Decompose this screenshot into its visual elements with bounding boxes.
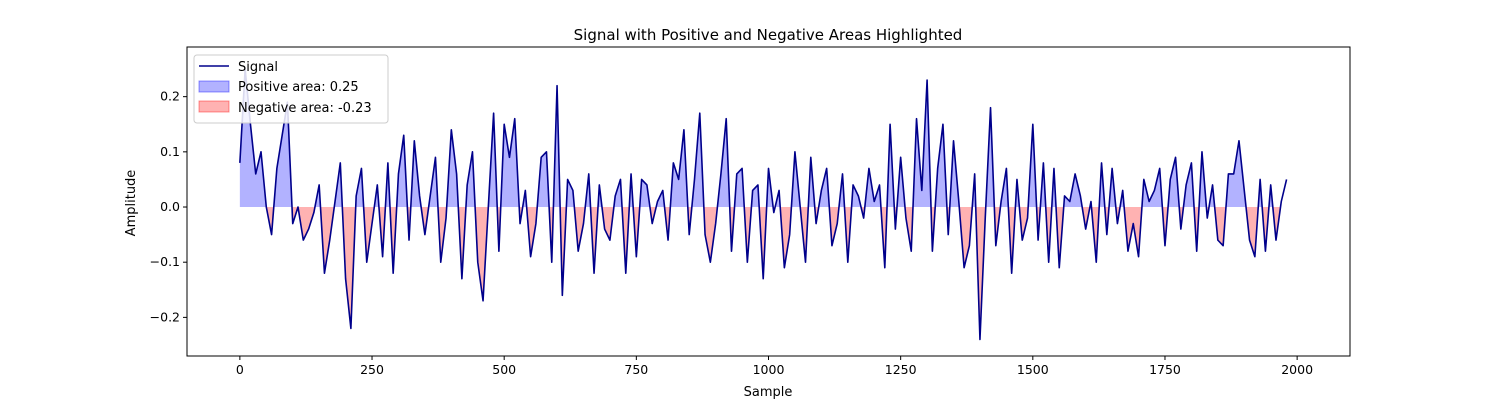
legend: Signal Positive area: 0.25 Negative area… xyxy=(193,54,389,124)
x-tick-label: 500 xyxy=(492,362,516,377)
legend-negative-swatch xyxy=(198,100,230,113)
legend-item-negative: Negative area: -0.23 xyxy=(238,101,372,116)
x-tick-label: 0 xyxy=(236,362,244,377)
area-layer xyxy=(239,69,1287,340)
legend-item-signal: Signal xyxy=(238,60,278,75)
x-tick-label: 1000 xyxy=(753,362,785,377)
y-tick-label: 0.2 xyxy=(160,89,180,104)
x-tick-label: 1750 xyxy=(1149,362,1181,377)
positive-area xyxy=(239,69,1287,208)
chart-title: Signal with Positive and Negative Areas … xyxy=(574,26,963,44)
x-axis-label: Sample xyxy=(744,385,793,400)
signal-line xyxy=(239,68,1288,341)
y-tick-label: 0.0 xyxy=(160,199,180,214)
x-tick-label: 250 xyxy=(360,362,384,377)
x-tick-label: 2000 xyxy=(1281,362,1313,377)
y-tick-label: −0.2 xyxy=(150,309,180,324)
x-tick-label: 1500 xyxy=(1017,362,1049,377)
y-axis-label: Amplitude xyxy=(124,170,139,237)
y-tick-label: −0.1 xyxy=(150,254,180,269)
y-tick-label: 0.1 xyxy=(160,144,180,159)
legend-frame xyxy=(193,54,389,124)
legend-positive-swatch xyxy=(198,80,230,93)
x-tick-label: 1250 xyxy=(885,362,917,377)
ticks-layer: 0 250 500 750 1000 1250 1500 1750 2000 −0.2 −0.1 0.… xyxy=(150,89,1313,377)
x-tick-label: 750 xyxy=(624,362,648,377)
signal-line-layer xyxy=(239,68,1288,341)
negative-area xyxy=(266,207,1281,340)
legend-item-positive: Positive area: 0.25 xyxy=(238,80,359,95)
